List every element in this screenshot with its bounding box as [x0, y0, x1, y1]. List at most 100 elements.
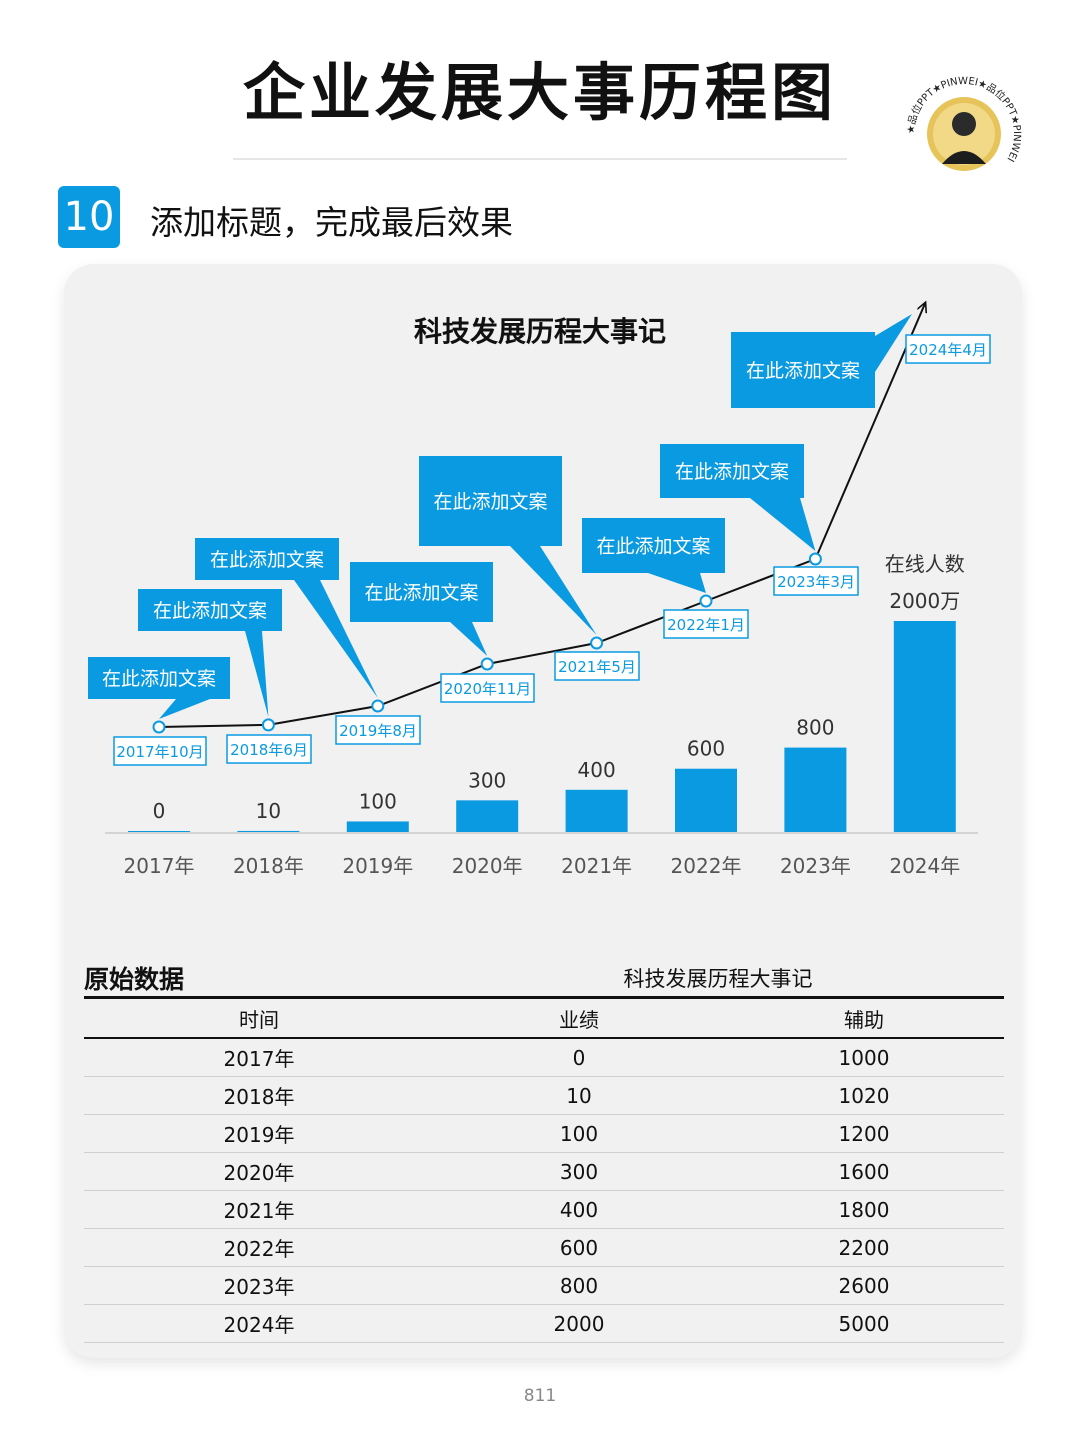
table-cell: 5000	[724, 1304, 1004, 1343]
table-heading: 原始数据	[84, 965, 185, 994]
bar	[346, 821, 409, 832]
bar	[784, 747, 847, 832]
callout-box	[731, 332, 875, 408]
x-tick-label: 2021年	[561, 854, 632, 878]
callout-text: 在此添加文案	[433, 491, 547, 513]
table-header-row: 时间 业绩 辅助	[84, 996, 1004, 1039]
x-tick-label: 2024年	[889, 854, 960, 878]
date-tag-label: 2020年11月	[444, 680, 531, 698]
bar-value-label: 10	[256, 799, 281, 823]
callout-text: 在此添加文案	[596, 536, 710, 558]
date-tag-box	[226, 734, 312, 764]
callout-text: 在此添加文案	[153, 600, 267, 622]
callout-text: 在此添加文案	[102, 668, 216, 690]
callout-tail	[159, 699, 210, 719]
table-cell: 2000	[434, 1304, 724, 1343]
bar-value-label: 0	[153, 799, 166, 823]
table-cell: 300	[434, 1152, 724, 1191]
table-cell: 800	[434, 1266, 724, 1305]
callout-box	[350, 562, 493, 622]
bar	[128, 831, 190, 832]
table-subtitle: 科技发展历程大事记	[623, 967, 813, 991]
callout-tail	[294, 580, 378, 698]
callout-tail	[875, 314, 912, 372]
x-tick-label: 2022年	[671, 854, 742, 878]
table-cell: 1200	[724, 1114, 1004, 1153]
bar-value-label: 2000万	[889, 589, 960, 613]
callout-text: 在此添加文案	[746, 360, 860, 382]
date-tag-box	[554, 651, 640, 681]
callout-box	[138, 589, 282, 631]
date-tag-label: 2022年1月	[667, 616, 745, 634]
title-divider	[233, 158, 847, 160]
bar	[893, 621, 956, 832]
bar	[565, 789, 628, 832]
bar	[237, 830, 300, 832]
table-cell: 10	[434, 1076, 724, 1115]
x-tick-label: 2020年	[452, 854, 523, 878]
brand-logo: ★品位PPT★PINWEI★品位PPT★PINWEI	[906, 76, 1022, 192]
column-header-time: 时间	[84, 996, 434, 1039]
table-cell: 2021年	[84, 1190, 434, 1229]
timeline-bar-chart: 科技发展历程大事记 0 2017年 10 2018年 100 2019年 300 2020年 4…	[88, 0, 991, 878]
date-tag-label: 2023年3月	[777, 573, 855, 591]
avatar	[952, 112, 976, 136]
date-tag-box	[113, 736, 207, 766]
callout-text: 在此添加文案	[364, 582, 478, 604]
table-cell: 2200	[724, 1228, 1004, 1267]
table-row: 2017年 0 1000	[84, 1038, 1004, 1077]
table-row: 2022年 600 2200	[84, 1228, 1004, 1267]
date-tag-label: 2021年5月	[558, 658, 636, 676]
table-cell: 2023年	[84, 1266, 434, 1305]
bar-caption: 在线人数	[885, 552, 965, 576]
date-tag-box	[440, 673, 535, 703]
timeline-point	[699, 594, 713, 608]
table-cell: 0	[434, 1038, 724, 1077]
bar-value-label: 400	[578, 758, 616, 782]
callout-box	[419, 456, 562, 546]
bar-value-label: 100	[359, 789, 397, 813]
table-cell: 1800	[724, 1190, 1004, 1229]
timeline-point	[480, 657, 494, 671]
bar-value-label: 600	[687, 737, 725, 761]
table-cell: 2022年	[84, 1228, 434, 1267]
page-title: 企业发展大事历程图	[242, 56, 837, 129]
step-badge: 10	[58, 186, 120, 248]
table-cell: 2020年	[84, 1152, 434, 1191]
bar	[675, 768, 737, 832]
table-cell: 2024年	[84, 1304, 434, 1343]
date-tag-label: 2019年8月	[339, 722, 417, 740]
callout-tail	[450, 622, 488, 656]
table-row: 2021年 400 1800	[84, 1190, 1004, 1229]
x-tick-label: 2017年	[124, 854, 195, 878]
bar-value-label: 300	[468, 768, 506, 792]
callout-text: 在此添加文案	[675, 461, 789, 483]
table-cell: 2018年	[84, 1076, 434, 1115]
raw-data-table: 时间 业绩 辅助 2017年 0 1000 2018年 10 1020 2019年 100 12…	[84, 996, 1004, 1343]
table-cell: 2600	[724, 1266, 1004, 1305]
table-cell: 100	[434, 1114, 724, 1153]
table-row: 2019年 100 1200	[84, 1114, 1004, 1153]
table-cell: 1600	[724, 1152, 1004, 1191]
date-tag-label: 2018年6月	[230, 741, 308, 759]
x-tick-label: 2019年	[342, 854, 413, 878]
timeline-point	[590, 636, 604, 650]
date-tag-label: 2024年4月	[909, 341, 987, 359]
date-tag-box	[663, 609, 749, 639]
callout-box	[195, 538, 339, 580]
bar-value-label: 800	[796, 716, 834, 740]
table-cell: 600	[434, 1228, 724, 1267]
timeline-point	[371, 699, 385, 713]
callout-tail	[750, 498, 816, 551]
date-tag-box	[773, 566, 859, 596]
chart-title: 科技发展历程大事记	[414, 315, 666, 348]
table-cell: 400	[434, 1190, 724, 1229]
x-tick-label: 2023年	[780, 854, 851, 878]
column-header-performance: 业绩	[434, 996, 724, 1039]
callout-tail	[510, 546, 597, 635]
date-tag-box	[905, 334, 991, 364]
callout-box	[660, 444, 804, 498]
timeline-point	[152, 720, 166, 734]
table-row: 2018年 10 1020	[84, 1076, 1004, 1115]
table-cell: 1020	[724, 1076, 1004, 1115]
